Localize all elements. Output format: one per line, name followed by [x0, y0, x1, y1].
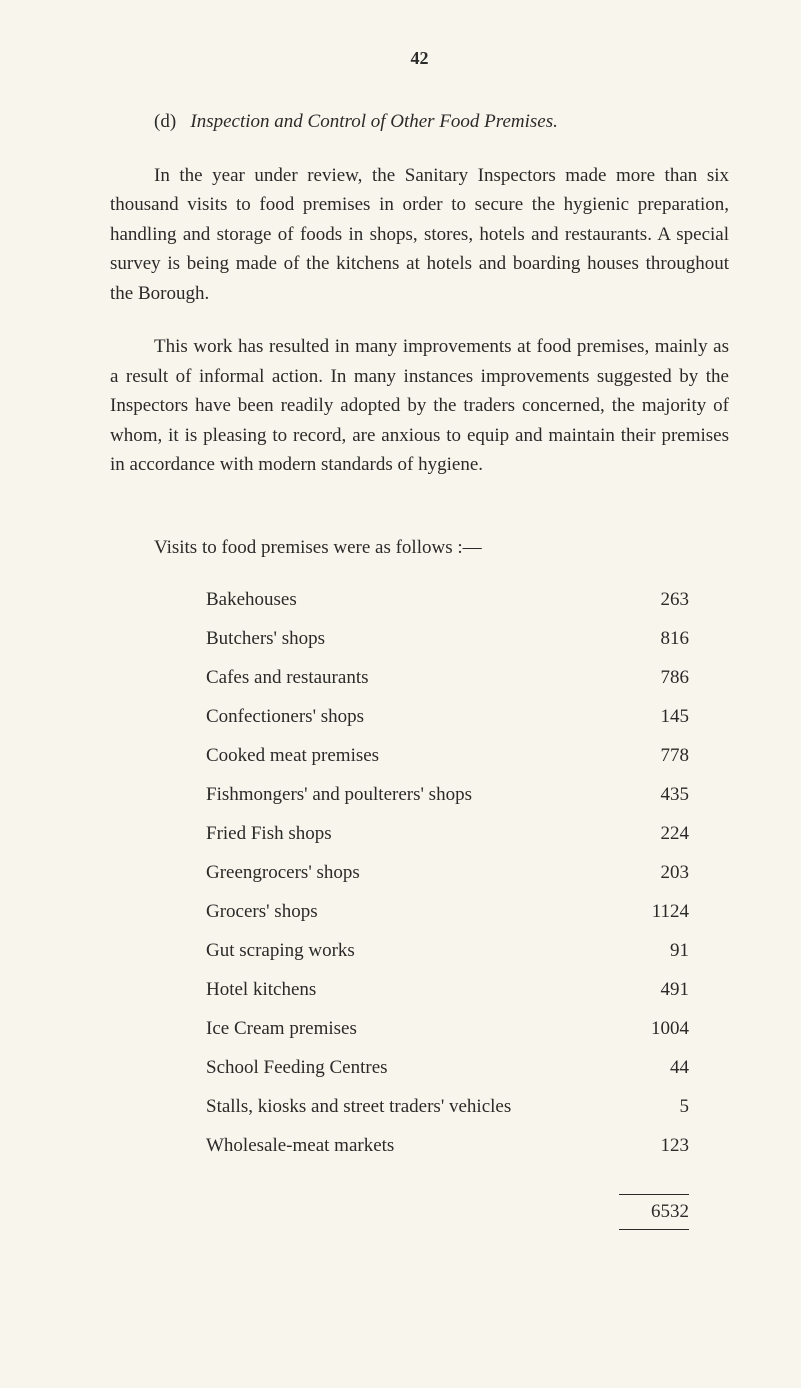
visits-value: 786 [619, 667, 689, 689]
visits-value: 435 [619, 784, 689, 806]
visits-label: Gut scraping works [206, 940, 355, 962]
visits-row: School Feeding Centres 44 [206, 1049, 689, 1088]
visits-label: Fishmongers' and poulterers' shops [206, 784, 472, 806]
visits-row: Grocers' shops 1124 [206, 893, 689, 932]
section-heading: (d) Inspection and Control of Other Food… [110, 111, 729, 133]
visits-label: Fried Fish shops [206, 823, 332, 845]
page: 42 (d) Inspection and Control of Other F… [0, 0, 801, 1388]
visits-label: School Feeding Centres [206, 1057, 388, 1079]
visits-row: Ice Cream premises 1004 [206, 1010, 689, 1049]
visits-row: Bakehouses 263 [206, 581, 689, 620]
visits-value: 91 [619, 940, 689, 962]
visits-row: Wholesale-meat markets 123 [206, 1127, 689, 1166]
visits-value: 263 [619, 589, 689, 611]
visits-table: Bakehouses 263 Butchers' shops 816 Cafes and… [206, 581, 689, 1166]
visits-value: 816 [619, 628, 689, 650]
visits-label: Butchers' shops [206, 628, 325, 650]
section-heading-label: (d) [154, 111, 176, 132]
visits-row: Hotel kitchens 491 [206, 971, 689, 1010]
visits-value: 5 [619, 1096, 689, 1118]
page-number: 42 [110, 48, 729, 69]
paragraph-2: This work has resulted in many improveme… [110, 332, 729, 479]
visits-row: Fishmongers' and poulterers' shops 435 [206, 776, 689, 815]
visits-row: Confectioners' shops 145 [206, 698, 689, 737]
visits-value: 778 [619, 745, 689, 767]
visits-label: Hotel kitchens [206, 979, 316, 1001]
visits-value: 1004 [619, 1018, 689, 1040]
visits-value: 491 [619, 979, 689, 1001]
visits-label: Confectioners' shops [206, 706, 364, 728]
visits-value: 44 [619, 1057, 689, 1079]
visits-label: Cooked meat premises [206, 745, 379, 767]
visits-value: 224 [619, 823, 689, 845]
visits-row: Fried Fish shops 224 [206, 815, 689, 854]
visits-label: Grocers' shops [206, 901, 318, 923]
total-value: 6532 [619, 1194, 689, 1230]
visits-value: 123 [619, 1135, 689, 1157]
visits-value: 145 [619, 706, 689, 728]
section-heading-text: Inspection and Control of Other Food Pre… [190, 111, 557, 132]
visits-row: Gut scraping works 91 [206, 932, 689, 971]
visits-row: Cooked meat premises 778 [206, 737, 689, 776]
visits-label: Stalls, kiosks and street traders' vehic… [206, 1096, 511, 1118]
visits-row: Cafes and restaurants 786 [206, 659, 689, 698]
visits-row: Greengrocers' shops 203 [206, 854, 689, 893]
visits-label: Bakehouses [206, 589, 297, 611]
visits-row: Butchers' shops 816 [206, 620, 689, 659]
visits-label: Greengrocers' shops [206, 862, 360, 884]
paragraph-1: In the year under review, the Sanitary I… [110, 161, 729, 308]
visits-row: Stalls, kiosks and street traders' vehic… [206, 1088, 689, 1127]
visits-value: 203 [619, 862, 689, 884]
total-row: 6532 [110, 1194, 689, 1230]
visits-label: Wholesale-meat markets [206, 1135, 394, 1157]
visits-value: 1124 [619, 901, 689, 923]
visits-label: Cafes and restaurants [206, 667, 369, 689]
visits-label: Ice Cream premises [206, 1018, 357, 1040]
visits-intro: Visits to food premises were as follows … [110, 533, 729, 562]
